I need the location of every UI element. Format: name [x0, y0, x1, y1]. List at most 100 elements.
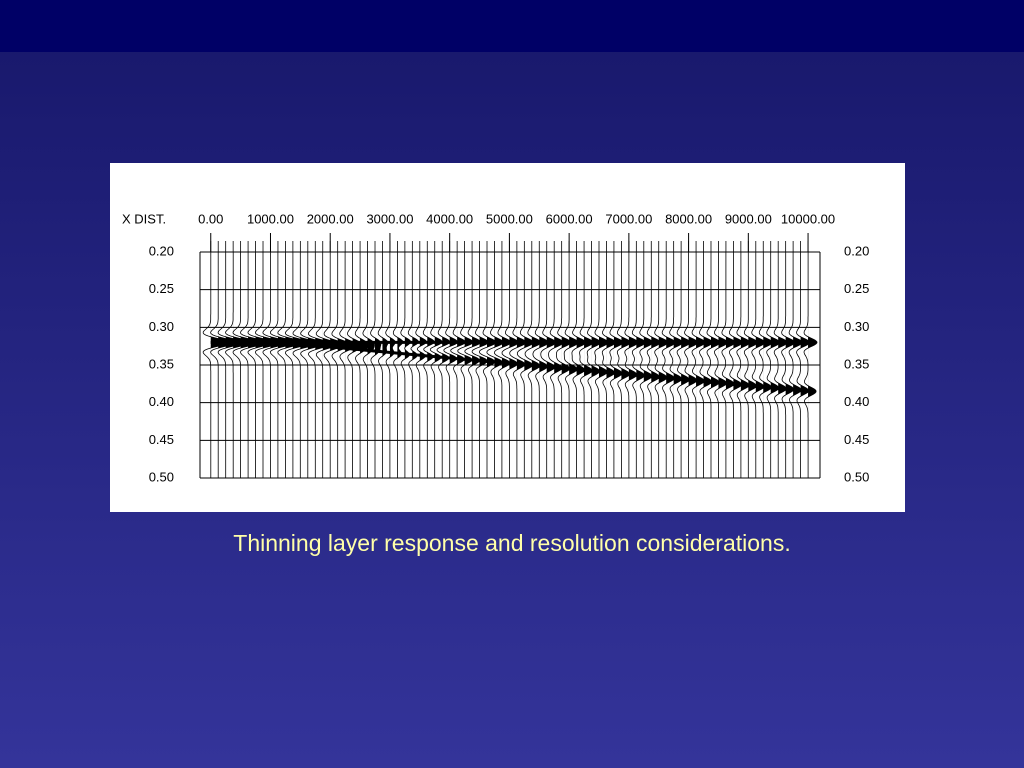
wiggle-trace: [661, 252, 676, 478]
x-tick-label: 6000.00: [546, 211, 593, 226]
wiggle-trace: [292, 252, 318, 478]
figure: X DIST. 0.20 0.20 0.25 0.25 0.30 0.30 0.35 0.35…: [110, 163, 905, 512]
wiggle-trace: [315, 252, 338, 478]
wiggle-fill: [501, 252, 511, 478]
y-tick-label-right: 0.25: [844, 281, 869, 296]
x-tick-label: 7000.00: [605, 211, 652, 226]
wiggle-trace: [706, 252, 721, 478]
wiggle-trace: [579, 252, 594, 478]
wiggle-trace: [464, 252, 482, 478]
title-bar: [0, 0, 1024, 52]
wiggle-trace: [339, 252, 357, 478]
wiggle-trace: [202, 252, 229, 478]
wiggle-trace: [377, 252, 389, 478]
wiggle-trace: [254, 252, 281, 478]
wiggle-trace: [571, 252, 586, 478]
wiggle-trace: [699, 252, 713, 478]
wiggle-trace: [478, 252, 497, 478]
wiggle-trace: [751, 252, 766, 478]
y-tick-label: 0.20: [149, 243, 174, 258]
wiggle-trace: [803, 252, 818, 478]
wiggle-trace: [247, 252, 273, 478]
x-tick-label: 10000.00: [781, 211, 835, 226]
wiggle-trace: [766, 252, 781, 478]
wiggle-trace: [601, 252, 616, 478]
wiggle-trace: [548, 252, 564, 478]
y-tick-label: 0.50: [149, 469, 174, 484]
wiggle-trace: [728, 252, 743, 478]
wiggle-trace: [486, 252, 504, 478]
wiggle-trace: [532, 252, 549, 478]
wiggle-trace: [691, 252, 706, 478]
y-tick-label-right: 0.40: [844, 394, 869, 409]
y-tick-label: 0.35: [149, 356, 174, 371]
x-tick-label: 2000.00: [307, 211, 354, 226]
y-tick-label: 0.25: [149, 281, 174, 296]
y-tick-label: 0.30: [149, 319, 174, 334]
x-tick-label: 3000.00: [366, 211, 413, 226]
x-tick-label: 4000.00: [426, 211, 473, 226]
wiggle-trace: [210, 252, 236, 478]
wiggle-trace: [284, 252, 311, 478]
wiggle-trace: [300, 252, 324, 478]
wiggle-trace: [676, 252, 691, 478]
wiggle-trace: [609, 252, 624, 478]
wiggle-fill: [546, 252, 556, 478]
wiggle-trace: [669, 252, 684, 478]
wiggle-trace: [796, 252, 810, 478]
y-tick-label-right: 0.30: [844, 319, 869, 334]
wiggle-trace: [400, 252, 412, 478]
wiggle-trace: [646, 252, 661, 478]
x-tick-label: 5000.00: [486, 211, 533, 226]
y-tick-label: 0.45: [149, 432, 174, 447]
wiggle-trace: [594, 252, 609, 478]
wiggle-trace: [240, 252, 266, 478]
wiggle-trace: [713, 252, 728, 478]
wiggle-trace: [563, 252, 579, 478]
wiggle-trace: [422, 252, 435, 478]
wiggle-trace: [225, 252, 251, 478]
wiggle-trace: [362, 252, 375, 478]
wiggle-trace: [471, 252, 489, 478]
wiggle-trace: [493, 252, 512, 478]
x-tick-label: 8000.00: [665, 211, 712, 226]
wiggle-trace: [436, 252, 451, 478]
wiggle-trace: [232, 252, 259, 478]
chart: X DIST. 0.20 0.20 0.25 0.25 0.30 0.30 0.35 0.35…: [122, 211, 869, 484]
wiggle-trace: [262, 252, 288, 478]
wiggle-trace: [443, 252, 459, 478]
wiggle-trace: [781, 252, 796, 478]
wiggle-trace: [684, 252, 698, 478]
x-tick-label: 1000.00: [247, 211, 294, 226]
wiggle-trace: [721, 252, 736, 478]
wiggle-trace: [331, 252, 351, 478]
wiggle-trace: [586, 252, 601, 478]
wiggle-trace: [269, 252, 296, 478]
wiggle-trace: [540, 252, 557, 478]
caption: Thinning layer response and resolution c…: [233, 530, 791, 556]
wiggle-trace: [450, 252, 466, 478]
y-tick-label-right: 0.35: [844, 356, 869, 371]
wiggle-trace: [385, 252, 396, 478]
wiggle-trace: [429, 252, 443, 478]
wiggle-trace: [639, 252, 654, 478]
y-tick-label: 0.40: [149, 394, 174, 409]
wiggle-trace: [370, 252, 382, 478]
wiggle-trace: [773, 252, 788, 478]
wiggle-trace: [415, 252, 427, 478]
wiggle-trace: [616, 252, 631, 478]
wiggle-trace: [743, 252, 758, 478]
wiggle-trace: [736, 252, 751, 478]
wiggle-fill: [554, 252, 564, 478]
wiggle-trace: [457, 252, 474, 478]
y-tick-label-right: 0.45: [844, 432, 869, 447]
wiggle-trace: [758, 252, 773, 478]
wiggle-trace: [631, 252, 646, 478]
wiggle-fill: [494, 252, 504, 478]
wiggle-trace: [392, 252, 404, 478]
wiggle-trace: [654, 252, 669, 478]
wiggle-fill: [569, 252, 579, 478]
wiggle-trace: [307, 252, 331, 478]
wiggle-trace: [277, 252, 303, 478]
